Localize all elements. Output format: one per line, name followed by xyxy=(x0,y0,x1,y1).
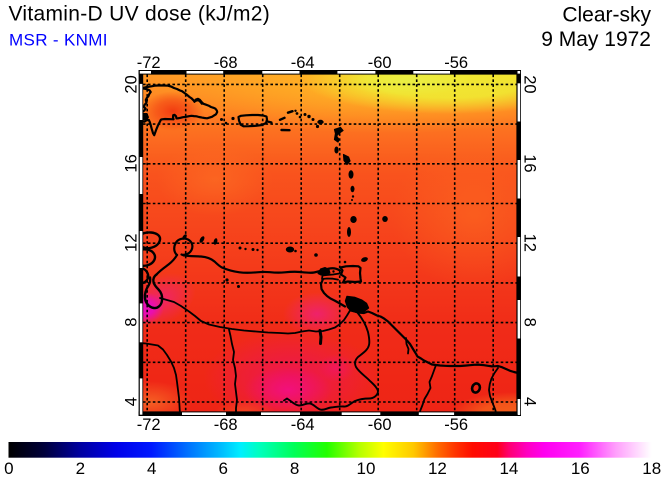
svg-text:-72: -72 xyxy=(137,54,161,72)
svg-text:MSR - KNMI: MSR - KNMI xyxy=(9,31,108,50)
svg-text:20: 20 xyxy=(123,75,141,93)
svg-text:-64: -64 xyxy=(291,416,315,434)
svg-text:Vitamin-D UV dose (kJ/m2): Vitamin-D UV dose (kJ/m2) xyxy=(9,3,271,26)
svg-text:-68: -68 xyxy=(214,416,238,434)
svg-text:12: 12 xyxy=(428,459,447,478)
svg-text:10: 10 xyxy=(357,459,376,478)
svg-text:-56: -56 xyxy=(444,416,468,434)
svg-text:8: 8 xyxy=(290,459,299,478)
svg-text:12: 12 xyxy=(123,234,141,252)
svg-text:16: 16 xyxy=(521,154,539,172)
svg-text:0: 0 xyxy=(4,459,13,478)
svg-text:8: 8 xyxy=(123,318,141,327)
svg-text:-60: -60 xyxy=(368,54,392,72)
svg-text:16: 16 xyxy=(571,459,590,478)
svg-text:4: 4 xyxy=(521,397,539,406)
svg-text:-72: -72 xyxy=(137,416,161,434)
svg-text:6: 6 xyxy=(218,459,227,478)
svg-text:Clear-sky: Clear-sky xyxy=(562,4,651,27)
svg-text:4: 4 xyxy=(147,459,156,478)
svg-text:20: 20 xyxy=(521,75,539,93)
svg-text:14: 14 xyxy=(499,459,518,478)
svg-text:18: 18 xyxy=(642,459,661,478)
svg-text:-68: -68 xyxy=(214,54,238,72)
svg-text:8: 8 xyxy=(521,318,539,327)
svg-text:16: 16 xyxy=(123,154,141,172)
svg-text:-60: -60 xyxy=(368,416,392,434)
svg-text:12: 12 xyxy=(521,234,539,252)
svg-text:-64: -64 xyxy=(291,54,315,72)
svg-text:2: 2 xyxy=(76,459,85,478)
svg-text:4: 4 xyxy=(123,397,141,406)
svg-text:-56: -56 xyxy=(444,54,468,72)
svg-text:9 May 1972: 9 May 1972 xyxy=(541,28,651,51)
